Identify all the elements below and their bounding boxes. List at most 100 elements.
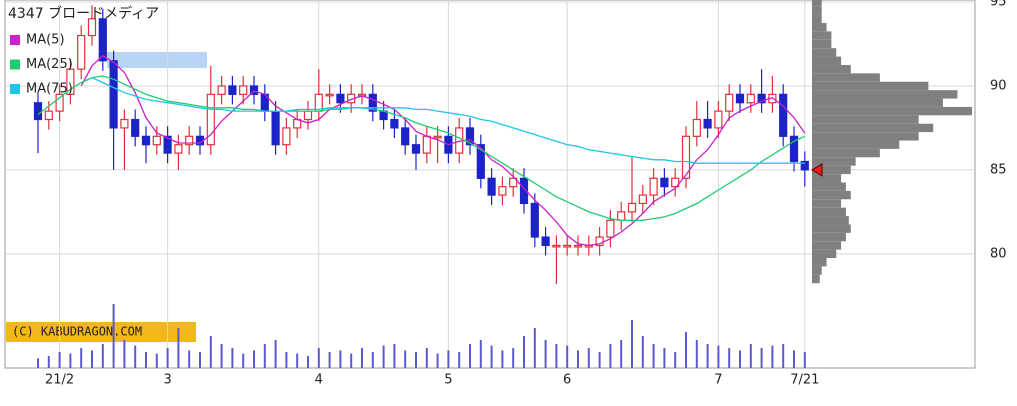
candle-body	[401, 127, 410, 146]
candle-body	[77, 34, 86, 70]
candle-body	[152, 135, 161, 146]
volume-bar	[274, 340, 277, 368]
candle-body	[487, 177, 496, 196]
candle-body	[325, 93, 334, 97]
candle-body	[336, 93, 345, 104]
candle-body	[735, 93, 745, 104]
profile-bar	[812, 81, 929, 91]
volume-bar	[512, 348, 515, 368]
volume-bar	[717, 345, 720, 368]
volume-bar	[177, 328, 180, 368]
volume-bar	[533, 328, 536, 368]
candle-body	[390, 118, 399, 129]
candle-body	[55, 93, 64, 112]
watermark: (C) KABUDRAGON.COM	[12, 325, 142, 339]
candle-body	[671, 177, 680, 188]
ma-line	[80, 54, 806, 247]
profile-bar	[812, 199, 842, 208]
volume-bar	[339, 350, 342, 368]
profile-bar	[812, 115, 919, 124]
volume-bar	[415, 352, 417, 368]
volume-bar	[652, 344, 655, 368]
profile-bar	[812, 258, 827, 267]
volume-bar	[641, 336, 644, 368]
candle-body	[33, 102, 43, 121]
candle-body	[627, 202, 637, 213]
candle-body	[606, 219, 615, 238]
y-tick-label: 80	[990, 246, 1007, 261]
candle-body	[649, 177, 658, 196]
volume-bar	[803, 352, 806, 368]
candle-body	[563, 244, 572, 248]
volume-bar	[577, 350, 579, 368]
watermark-box	[6, 322, 196, 342]
ma-line	[91, 77, 805, 164]
candle-body	[530, 202, 539, 238]
volume-bar	[728, 348, 731, 368]
volume-bar	[307, 356, 309, 368]
volume-bar	[609, 344, 612, 368]
profile-bar	[812, 56, 842, 65]
profile-bar	[812, 14, 822, 23]
volume-bar	[436, 353, 439, 368]
volume-bar	[469, 344, 471, 368]
candle-body	[66, 68, 75, 95]
volume-bar	[458, 352, 461, 368]
profile-bar	[812, 140, 900, 149]
volume-bar	[674, 352, 677, 368]
volume-bar	[371, 352, 374, 368]
candle-body	[228, 85, 237, 95]
profile-bar	[812, 39, 832, 49]
highlight-box	[107, 52, 207, 68]
volume-bar	[285, 352, 288, 368]
candle-body	[789, 135, 799, 163]
volume-bar	[447, 350, 450, 368]
volume-bar	[739, 350, 741, 368]
candle-body	[595, 236, 604, 247]
volume-bar	[166, 348, 169, 368]
volume-bar	[663, 348, 666, 368]
legend-label: MA(25)	[26, 57, 73, 72]
profile-bar	[812, 98, 943, 107]
volume-bar	[317, 348, 320, 368]
candle-body	[98, 18, 107, 62]
candle-body	[368, 93, 377, 112]
candle-body	[465, 127, 475, 146]
profile-bar	[812, 224, 851, 233]
candle-body	[87, 18, 97, 37]
profile-bar	[812, 6, 822, 15]
profile-bar	[812, 106, 972, 116]
profile-bar	[812, 64, 851, 74]
volume-bar	[80, 348, 83, 368]
volume-bar	[220, 344, 223, 368]
profile-bar	[812, 73, 880, 82]
candle-body	[681, 135, 691, 179]
candle-body	[282, 127, 291, 146]
candle-body	[185, 135, 194, 146]
y-tick-label: 95	[990, 0, 1007, 10]
volume-bar	[350, 353, 353, 368]
legend-swatch	[10, 59, 20, 70]
candle-body	[271, 110, 280, 146]
x-tick-label: 6	[563, 373, 571, 388]
legend-label: MA(75)	[26, 82, 73, 97]
x-tick-label: 3	[163, 373, 171, 388]
volume-bar	[101, 344, 104, 368]
candle-body	[217, 85, 226, 95]
volume-bar	[91, 350, 93, 368]
y-tick-label: 85	[990, 162, 1007, 177]
candle-body	[239, 85, 248, 95]
candle-body	[476, 144, 485, 179]
candle-body	[692, 118, 701, 137]
volume-bar	[361, 348, 363, 368]
profile-bar	[812, 157, 856, 166]
volume-bar	[749, 344, 752, 368]
profile-bar	[812, 0, 822, 7]
candle-body	[779, 93, 788, 137]
profile-bar	[812, 174, 842, 183]
profile-bar	[812, 182, 846, 191]
x-tick-label: 21/2	[45, 373, 74, 388]
volume-bar	[706, 344, 709, 368]
x-tick-label: 5	[444, 373, 452, 388]
